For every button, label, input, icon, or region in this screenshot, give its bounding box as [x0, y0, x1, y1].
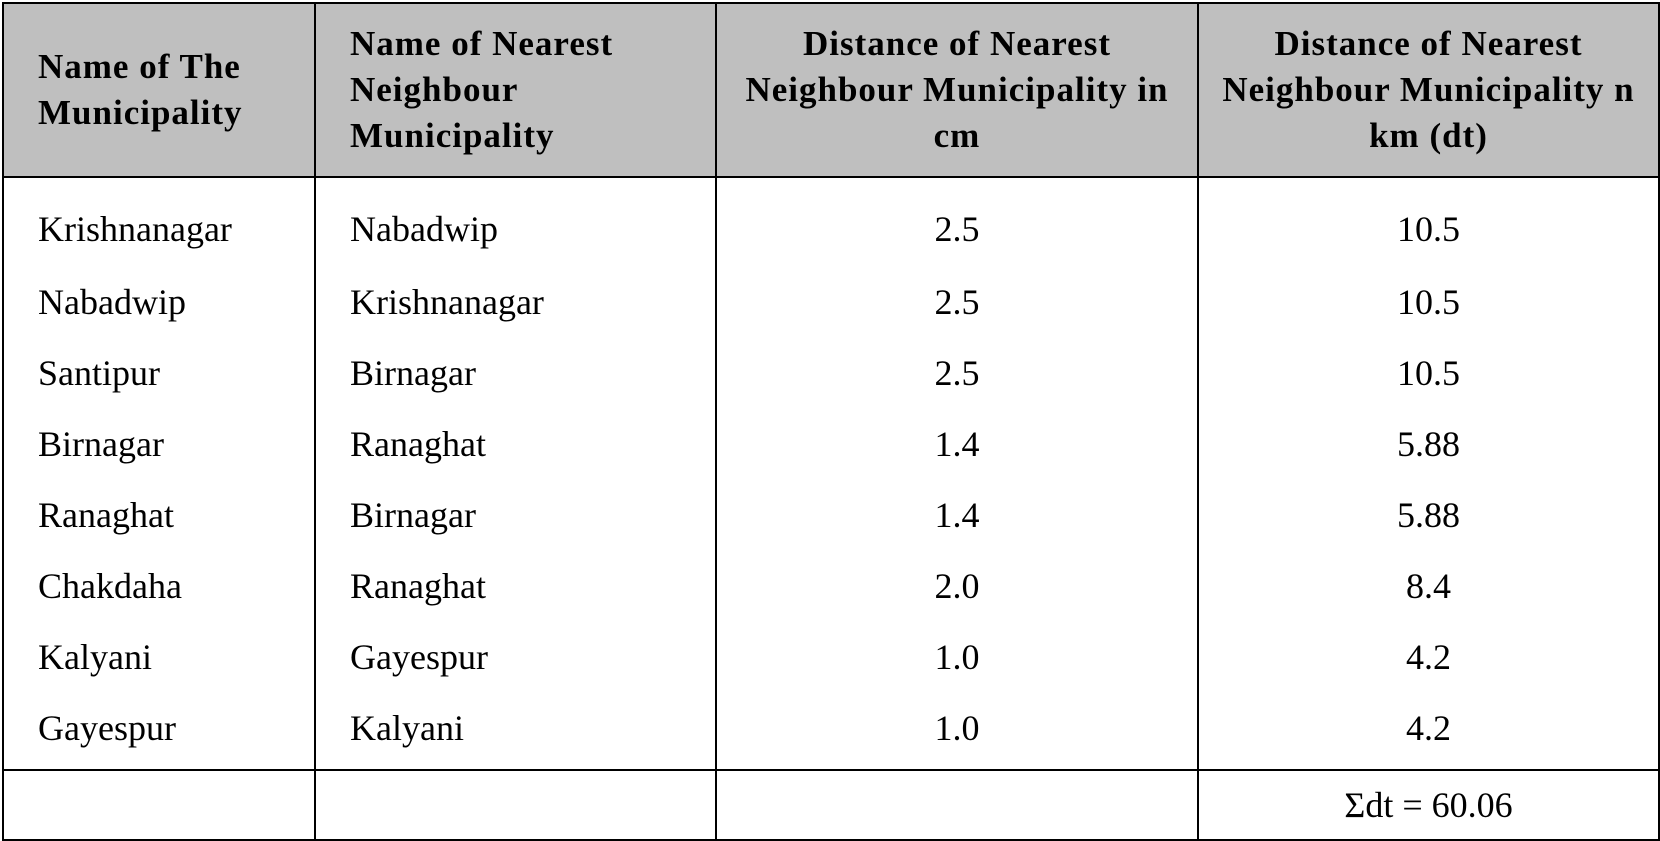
cell-neighbour: Kalyani [314, 692, 717, 771]
cell-neighbour: Krishnanagar [314, 266, 717, 337]
cell-distance-cm: 2.0 [715, 550, 1199, 621]
cell-municipality: Nabadwip [2, 266, 316, 337]
table-row: Gayespur Kalyani 1.0 4.2 [2, 692, 1660, 771]
table-row: Nabadwip Krishnanagar 2.5 10.5 [2, 266, 1660, 337]
cell-distance-cm: 1.4 [715, 408, 1199, 479]
cell-municipality: Kalyani [2, 621, 316, 692]
cell-distance-cm: 1.0 [715, 692, 1199, 771]
table-row: Ranaghat Birnagar 1.4 5.88 [2, 479, 1660, 550]
cell-distance-km: 10.5 [1197, 177, 1660, 266]
cell-distance-cm: 2.5 [715, 266, 1199, 337]
cell-distance-km: 10.5 [1197, 266, 1660, 337]
total-empty-cell [2, 769, 316, 841]
table-row: Krishnanagar Nabadwip 2.5 10.5 [2, 177, 1660, 266]
total-row: Σdt = 60.06 [2, 769, 1660, 841]
table-row: Santipur Birnagar 2.5 10.5 [2, 337, 1660, 408]
cell-distance-km: 5.88 [1197, 408, 1660, 479]
table-row: Kalyani Gayespur 1.0 4.2 [2, 621, 1660, 692]
cell-distance-cm: 2.5 [715, 177, 1199, 266]
cell-neighbour: Ranaghat [314, 550, 717, 621]
total-distance-sum: Σdt = 60.06 [1197, 769, 1660, 841]
cell-municipality: Gayespur [2, 692, 316, 771]
header-nearest-neighbour: Name of Nearest Neighbour Municipality [314, 2, 717, 178]
header-distance-km: Distance of Nearest Neighbour Municipali… [1197, 2, 1660, 178]
cell-distance-km: 4.2 [1197, 692, 1660, 771]
cell-distance-cm: 1.0 [715, 621, 1199, 692]
cell-neighbour: Ranaghat [314, 408, 717, 479]
cell-distance-cm: 2.5 [715, 337, 1199, 408]
cell-distance-km: 8.4 [1197, 550, 1660, 621]
header-municipality: Name of The Municipality [2, 2, 316, 178]
total-empty-cell [314, 769, 717, 841]
cell-distance-cm: 1.4 [715, 479, 1199, 550]
cell-municipality: Ranaghat [2, 479, 316, 550]
cell-municipality: Santipur [2, 337, 316, 408]
cell-distance-km: 4.2 [1197, 621, 1660, 692]
table-row: Birnagar Ranaghat 1.4 5.88 [2, 408, 1660, 479]
table-row: Chakdaha Ranaghat 2.0 8.4 [2, 550, 1660, 621]
cell-neighbour: Nabadwip [314, 177, 717, 266]
cell-municipality: Krishnanagar [2, 177, 316, 266]
header-row: Name of The Municipality Name of Nearest… [2, 2, 1660, 178]
total-empty-cell [715, 769, 1199, 841]
cell-neighbour: Birnagar [314, 337, 717, 408]
cell-neighbour: Birnagar [314, 479, 717, 550]
cell-neighbour: Gayespur [314, 621, 717, 692]
cell-municipality: Chakdaha [2, 550, 316, 621]
cell-distance-km: 10.5 [1197, 337, 1660, 408]
cell-distance-km: 5.88 [1197, 479, 1660, 550]
header-distance-cm: Distance of Nearest Neighbour Municipali… [715, 2, 1199, 178]
cell-municipality: Birnagar [2, 408, 316, 479]
